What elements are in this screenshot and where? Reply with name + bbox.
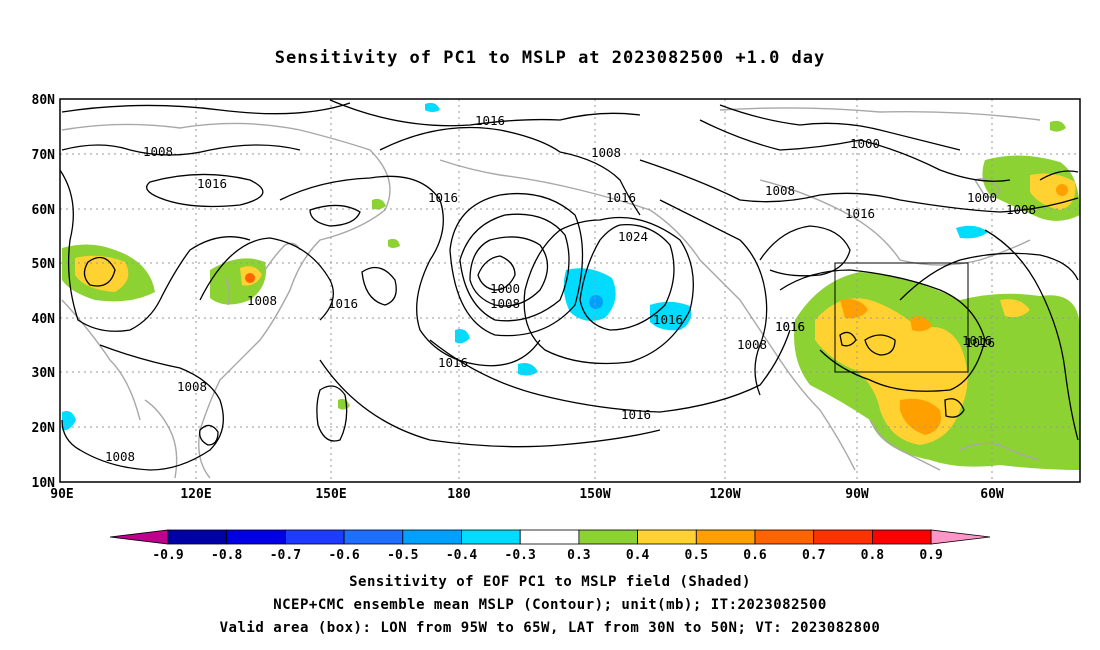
colorbar-tick-label: -0.8 (211, 548, 242, 563)
colorbar-segment (813, 529, 873, 545)
contour-label: 1016 (775, 319, 805, 334)
contour-label: 1000 (490, 281, 520, 296)
caption-shading: Sensitivity of EOF PC1 to MSLP field (Sh… (349, 574, 751, 590)
lat-label-60n: 60N (32, 203, 56, 218)
contour-label: 1008 (177, 379, 207, 394)
colorbar (109, 529, 991, 545)
contour-label: 1000 (967, 190, 997, 205)
colorbar-tick-label: 0.9 (919, 548, 942, 563)
contour-label: 1016 (965, 335, 995, 350)
contour-label: 1016 (428, 190, 458, 205)
contour-label: 1008 (143, 144, 173, 159)
colorbar-tick-label: -0.6 (328, 548, 359, 563)
lon-label-120w: 120W (709, 487, 740, 502)
colorbar-segment (754, 529, 815, 545)
colorbar-labels: -0.9 -0.8 -0.7 -0.6 -0.5 -0.4 -0.3 0.3 0.4 0.5 0.6… (152, 548, 942, 563)
contour-label: 1016 (962, 333, 992, 348)
colorbar-segment (578, 529, 639, 545)
caption-contour: NCEP+CMC ensemble mean MSLP (Contour); u… (273, 597, 827, 613)
contour-label: 1008 (490, 296, 520, 311)
colorbar-tick-label: 0.6 (743, 548, 767, 563)
colorbar-segment (284, 529, 345, 545)
colorbar-tick-label: -0.3 (505, 548, 536, 563)
colorbar-segment (226, 529, 286, 545)
caption-valid-area: Valid area (box): LON from 95W to 65W, L… (219, 620, 881, 636)
contour-label: 1016 (438, 355, 468, 370)
lon-label-90e: 90E (50, 487, 73, 502)
map-title: Sensitivity of PC1 to MSLP at 2023082500… (274, 48, 826, 68)
longitude-labels: 90E 120E 150E 180 150W 120W 90W 60W (50, 487, 1004, 502)
contour-label: 1000 (850, 136, 880, 151)
colorbar-tick-label: 0.4 (626, 548, 650, 563)
contour-label: 1016 (197, 176, 227, 191)
colorbar-high-arrow (930, 529, 991, 545)
contour-label: 1016 (775, 319, 805, 334)
colorbar-segment (343, 529, 404, 545)
lon-label-120e: 120E (180, 487, 211, 502)
lat-label-20n: 20N (32, 421, 56, 436)
colorbar-segment (402, 529, 462, 545)
contour-label: 1016 (475, 113, 505, 128)
valid-area-box (834, 262, 969, 373)
lat-label-80n: 80N (32, 93, 56, 108)
colorbar-low-arrow (109, 529, 169, 545)
contour-label: 1008 (737, 337, 767, 352)
latitude-labels: 80N 70N 60N 50N 40N 30N 20N 10N (32, 93, 56, 491)
colorbar-segment (519, 529, 580, 545)
colorbar-tick-label: -0.4 (446, 548, 477, 563)
colorbar-segment (695, 529, 756, 545)
lat-label-10n: 10N (32, 476, 56, 491)
contour-label: 1016 (621, 407, 651, 422)
colorbar-segment (461, 529, 521, 545)
lon-label-90w: 90W (845, 487, 869, 502)
contour-label: 1024 (618, 229, 648, 244)
lat-label-50n: 50N (32, 257, 56, 272)
map-frame (59, 98, 1081, 483)
contour-label: 1008 (765, 183, 795, 198)
lat-label-40n: 40N (32, 312, 56, 327)
contour-label: 1008 (105, 449, 135, 464)
colorbar-segment (872, 529, 932, 545)
contour-label: 1016 (328, 296, 358, 311)
lon-label-150w: 150W (579, 487, 610, 502)
contour-label: 1008 (1006, 202, 1036, 217)
lat-label-70n: 70N (32, 148, 56, 163)
colorbar-segment (167, 529, 228, 545)
contour-label: 1016 (845, 206, 875, 221)
coastlines (61, 107, 1041, 479)
colorbar-tick-label: -0.7 (270, 548, 301, 563)
colorbar-tick-label: -0.5 (387, 548, 418, 563)
lon-label-180: 180 (447, 487, 471, 502)
contour-label: 1016 (653, 312, 683, 327)
contour-label: 1008 (591, 145, 621, 160)
colorbar-segment (637, 529, 697, 545)
colorbar-tick-label: 0.7 (802, 548, 825, 563)
lon-label-150e: 150E (315, 487, 346, 502)
colorbar-tick-label: 0.3 (567, 548, 590, 563)
lat-label-30n: 30N (32, 366, 56, 381)
colorbar-tick-label: 0.8 (861, 548, 885, 563)
contour-label: 1016 (606, 190, 636, 205)
lon-label-60w: 60W (980, 487, 1004, 502)
contour-label: 1008 (247, 293, 277, 308)
colorbar-tick-label: 0.5 (685, 548, 708, 563)
contour-labels: 1016 1008 1016 1008 1016 1000 1016 1016 1008 1024… (105, 113, 1036, 464)
sensitivity-shading (62, 102, 1080, 470)
colorbar-tick-label: -0.9 (152, 548, 183, 563)
mslp-contours (59, 99, 1079, 471)
